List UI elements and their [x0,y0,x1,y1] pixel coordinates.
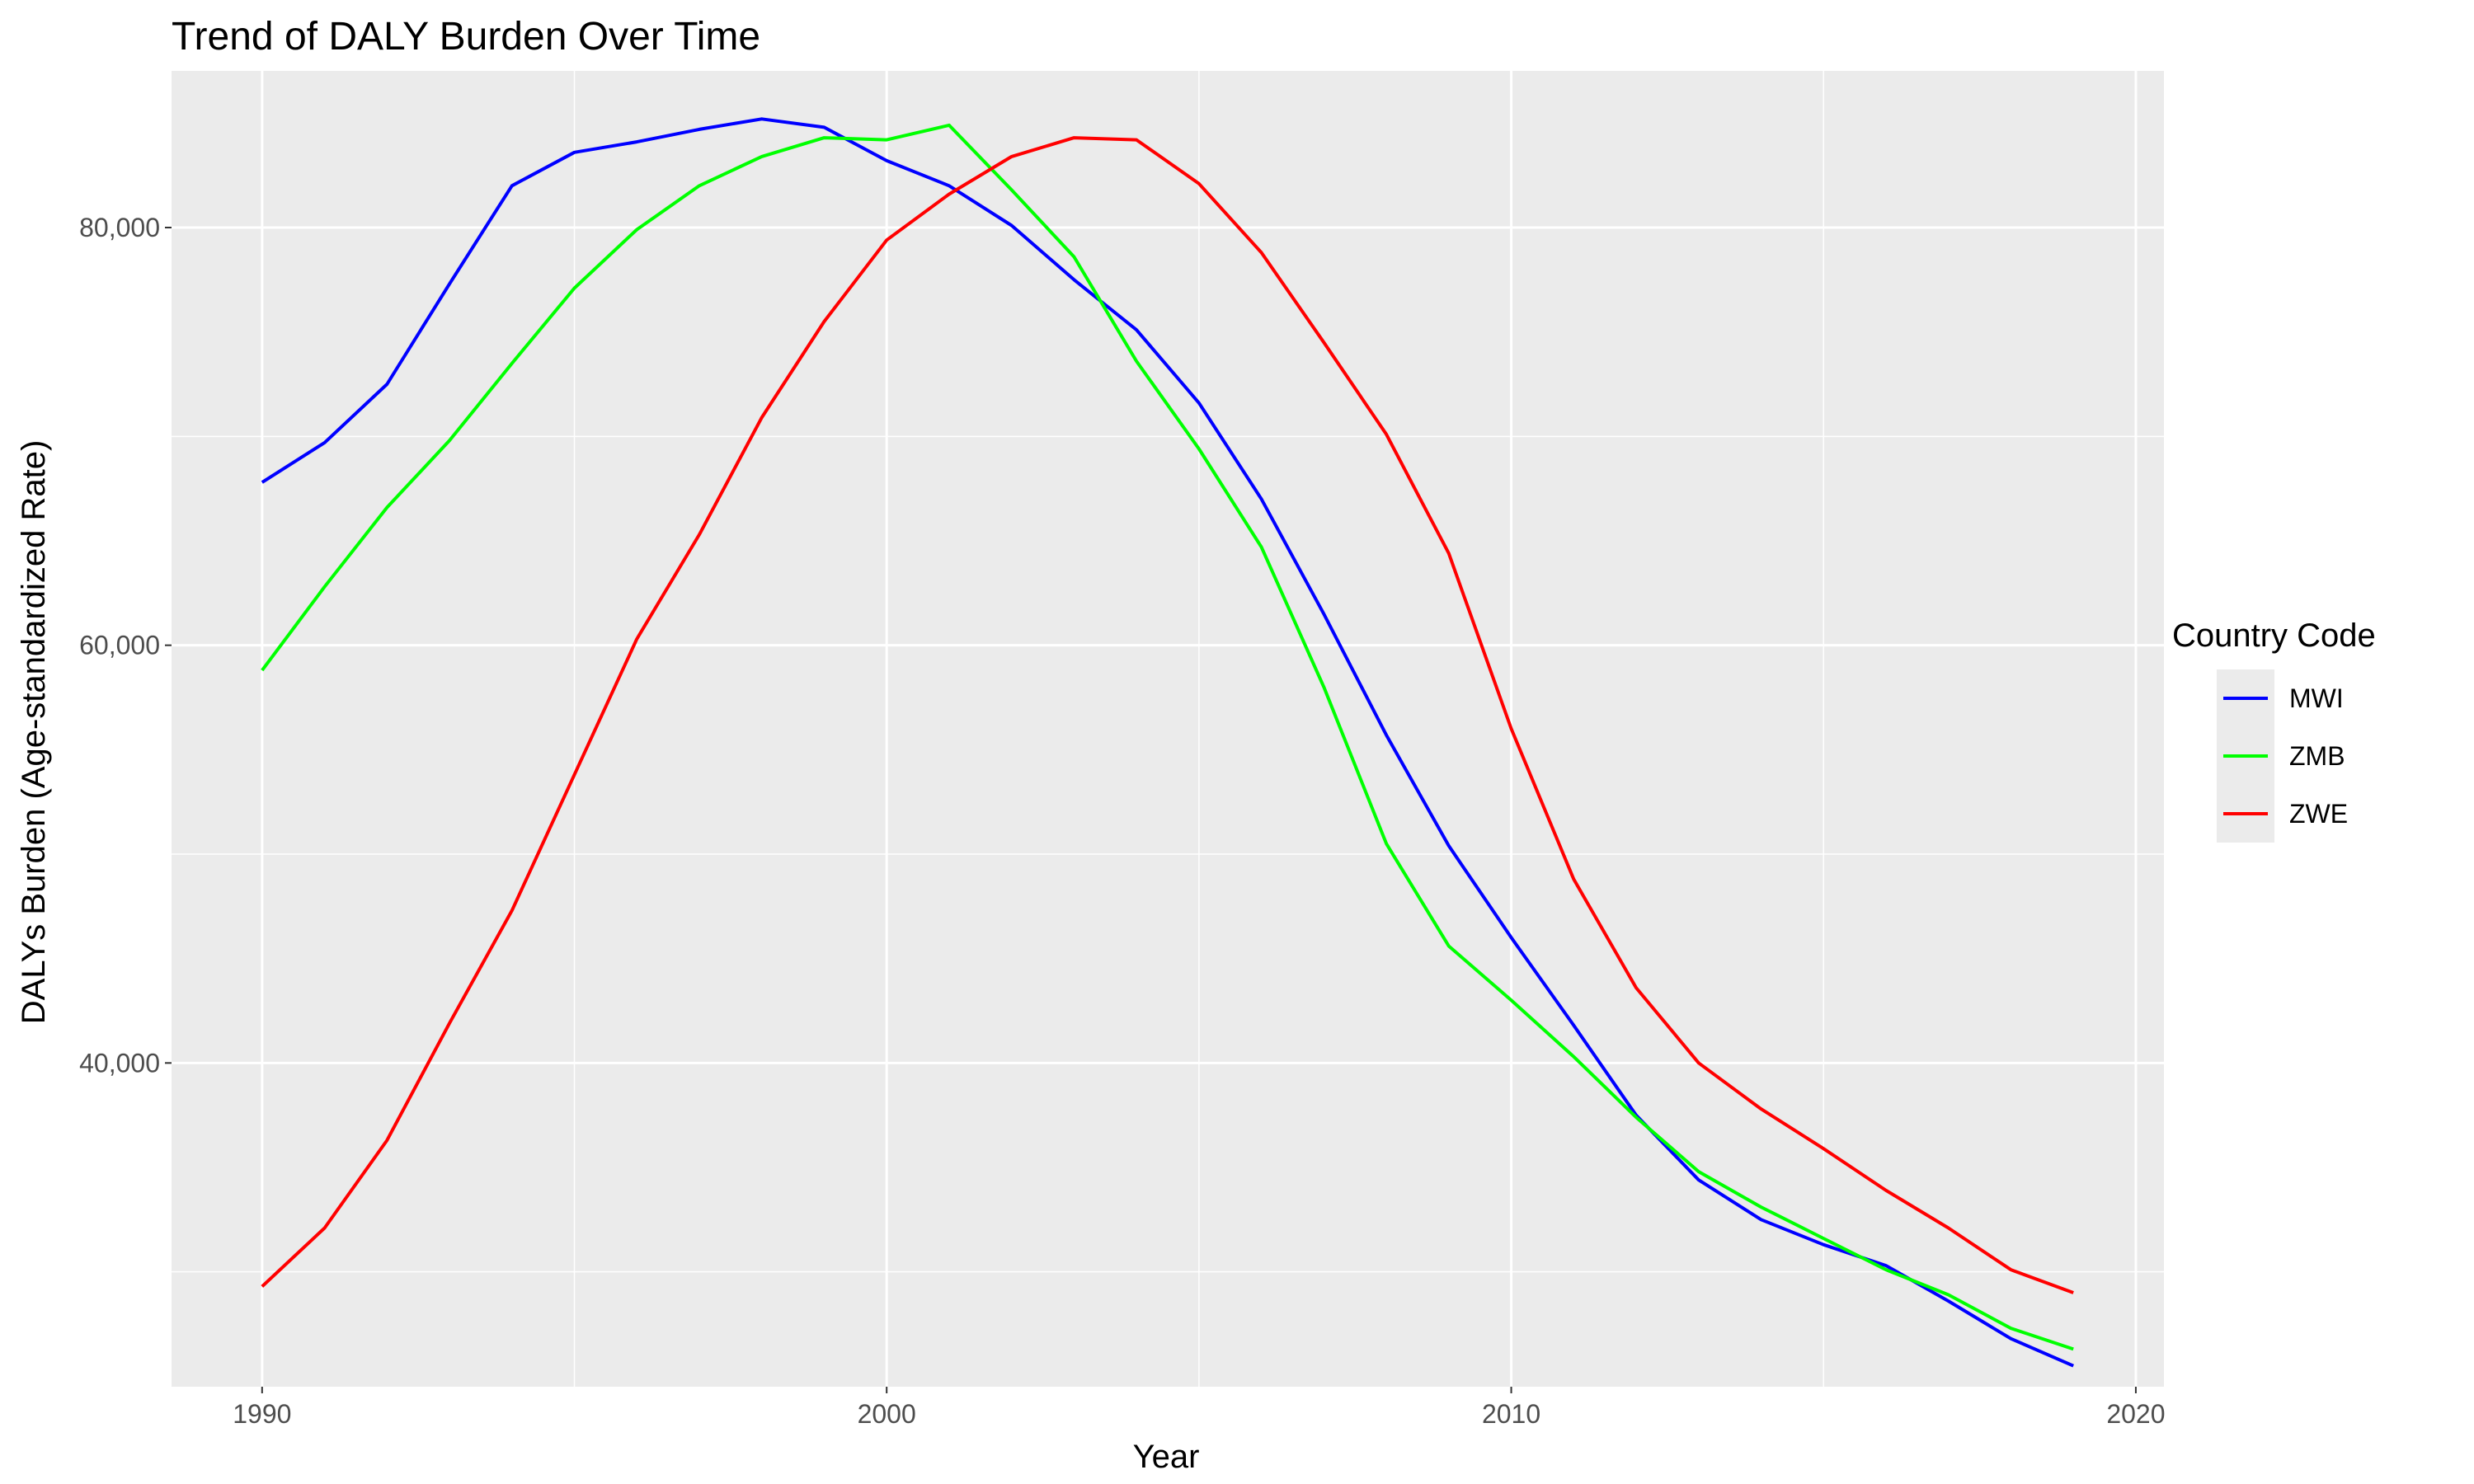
x-axis-title: Year [1133,1439,1200,1475]
series-line-mwi [261,117,2074,1368]
chart-title: Trend of DALY Burden Over Time [172,15,760,59]
x-tick-label: 1990 [233,1399,291,1429]
x-tick-label: 2020 [2106,1399,2165,1429]
x-tick-label: 2000 [858,1399,916,1429]
series-lines [261,117,2074,1368]
y-tick-label: 40,000 [79,1048,160,1078]
legend: Country Code MWI ZMB ZWE [2172,618,2376,843]
minor-gridlines [172,71,2164,1387]
y-axis-title: DALYs Burden (Age-standardized Rate) [16,440,52,1025]
legend-label-zwe: ZWE [2289,799,2348,829]
series-line-zmb [261,123,2074,1351]
x-axis: 1990 2000 2010 2020 [233,1387,2166,1429]
y-axis: 40,000 60,000 80,000 [79,213,172,1078]
y-tick-label: 60,000 [79,631,160,660]
plot-panel [172,71,2164,1387]
series-line-zwe [261,136,2074,1294]
legend-label-mwi: MWI [2289,683,2344,713]
legend-title: Country Code [2172,618,2376,654]
y-tick-label: 80,000 [79,213,160,242]
x-tick-label: 2010 [1482,1399,1540,1429]
legend-label-zmb: ZMB [2289,741,2345,771]
